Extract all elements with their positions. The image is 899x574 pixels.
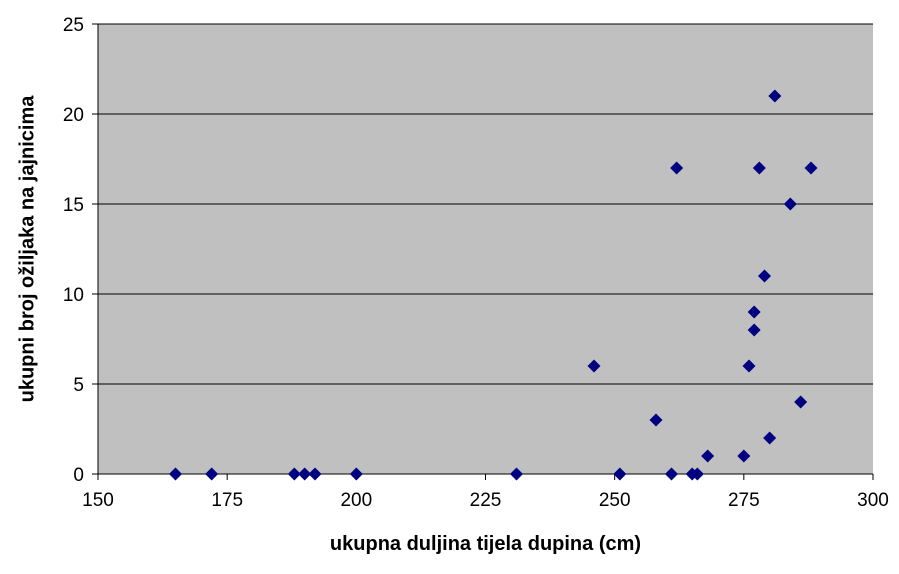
- data-point: [349, 467, 363, 481]
- y-tick-label: 20: [63, 105, 84, 126]
- data-point: [768, 89, 782, 103]
- data-point: [587, 359, 601, 373]
- x-tick-label: 275: [728, 490, 760, 511]
- data-point: [752, 161, 766, 175]
- x-tick-label: 250: [599, 490, 631, 511]
- y-tick-label: 0: [73, 465, 84, 486]
- data-point: [308, 467, 322, 481]
- data-point: [783, 197, 797, 211]
- data-point: [169, 467, 182, 481]
- data-points: [169, 89, 818, 481]
- data-point: [742, 359, 756, 373]
- x-tick-label: 300: [857, 490, 889, 511]
- axes: [92, 23, 874, 480]
- y-tick-label: 25: [63, 15, 84, 36]
- data-point: [701, 449, 715, 463]
- gridlines: [98, 23, 873, 385]
- x-axis-title: ukupna duljina tijela dupina (cm): [330, 533, 641, 555]
- data-point: [763, 431, 777, 445]
- x-tick-label: 150: [82, 490, 114, 511]
- data-point: [298, 467, 312, 481]
- data-point: [205, 467, 219, 481]
- data-point: [287, 467, 301, 481]
- data-point: [690, 467, 704, 481]
- data-point: [737, 449, 751, 463]
- data-point: [649, 413, 663, 427]
- x-tick-label: 225: [470, 490, 502, 511]
- y-tick-label: 5: [73, 375, 84, 396]
- data-point: [804, 161, 818, 175]
- tick-labels: 0 5 10 15 20 25 150 175 200 225 250 275 300: [63, 15, 889, 511]
- data-point: [747, 323, 761, 337]
- plot-area: [98, 24, 873, 474]
- data-point: [794, 395, 808, 409]
- data-point: [758, 269, 771, 283]
- x-tick-label: 175: [211, 490, 243, 511]
- y-tick-label: 15: [63, 195, 84, 216]
- data-point: [670, 161, 684, 175]
- x-tick-label: 200: [340, 490, 372, 511]
- data-point: [665, 467, 678, 481]
- y-axis-title: ukupni broj ožiljaka na jajnicima: [16, 95, 38, 403]
- data-point: [747, 305, 761, 319]
- data-point: [613, 467, 627, 481]
- y-tick-label: 10: [63, 285, 84, 306]
- data-point: [510, 467, 523, 481]
